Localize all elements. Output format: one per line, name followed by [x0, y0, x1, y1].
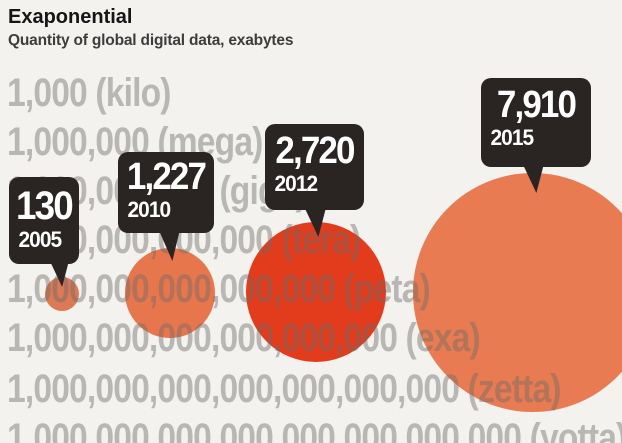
- chart-header: Exaponential Quantity of global digital …: [8, 6, 302, 50]
- chart-subtitle: Quantity of global digital data, exabyte…: [8, 32, 294, 49]
- callout-year-2012: 2012: [274, 171, 319, 196]
- callout-2015: 7,910 2015: [481, 78, 591, 167]
- scale-line-zetta: 1,000,000,000,000,000,000,000 (zetta): [7, 367, 561, 411]
- callout-value-2012: 2,720: [275, 130, 355, 172]
- callout-2010: 1,227 2010: [118, 152, 214, 233]
- chart-title: Exaponential: [8, 6, 133, 28]
- scale-line-yotta: 1,000,000,000,000,000,000,000,000 (yotta…: [7, 416, 622, 443]
- scale-line-exa: 1,000,000,000,000,000,000 (exa): [7, 316, 481, 360]
- callout-2012: 2,720 2012: [265, 124, 364, 210]
- callout-year-2005: 2005: [18, 227, 63, 252]
- callout-value-2015: 7,910: [496, 84, 577, 126]
- scale-line-kilo: 1,000 (kilo): [7, 71, 171, 115]
- scale-line-peta: 1,000,000,000,000,000 (peta): [7, 267, 431, 311]
- callout-value-2005: 130: [16, 184, 74, 228]
- callout-value-2010: 1,227: [126, 156, 207, 198]
- callout-2005: 130 2005: [9, 177, 79, 264]
- callout-year-2010: 2010: [127, 197, 172, 222]
- bubble-2010: [125, 248, 215, 338]
- bubble-2012: [246, 222, 386, 362]
- bubble-2015: [413, 173, 622, 412]
- callout-year-2015: 2015: [490, 125, 535, 150]
